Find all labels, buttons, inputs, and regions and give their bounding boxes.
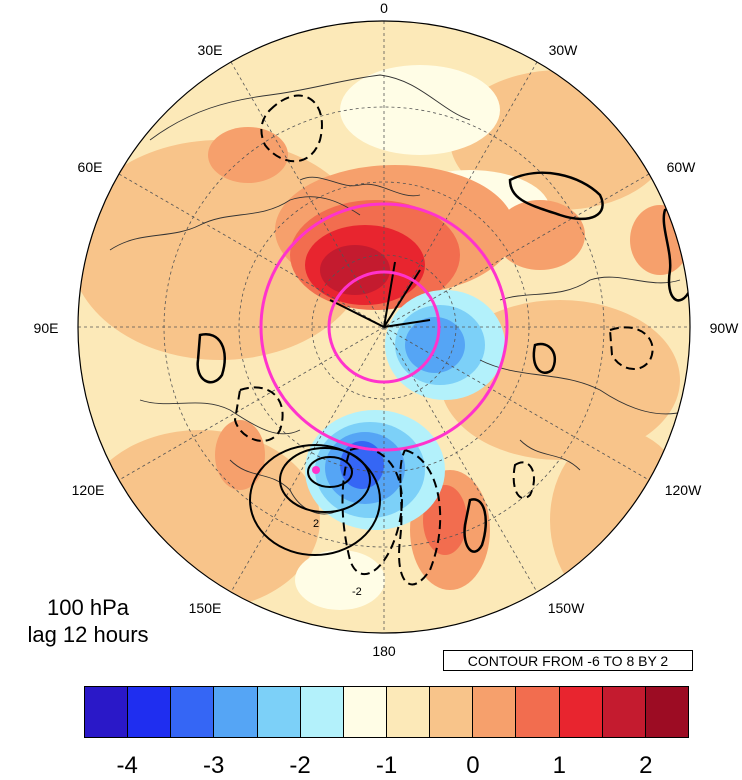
contour-negative: [233, 386, 284, 442]
colorbar-box: [343, 687, 387, 737]
colorbar-box: [645, 687, 688, 737]
contour-positive: [196, 332, 227, 384]
colorbar-tick-label: 1: [552, 752, 567, 779]
contour-negative: [512, 461, 535, 500]
lon-label-0: 0: [380, 0, 388, 16]
colorbar-box: [386, 687, 431, 737]
colorbar-box: [559, 687, 603, 737]
colorbar-box: [473, 687, 517, 737]
lon-label-120w: 120W: [664, 482, 702, 498]
contour-positive: [329, 261, 431, 328]
lon-label-90e: 90E: [33, 320, 59, 336]
colorbar-box: [85, 687, 129, 737]
colorbar-tick-label: 0: [466, 752, 480, 779]
location-marker: [312, 466, 320, 474]
colorbar-tick-label: -3: [202, 752, 225, 779]
contour-positive: [279, 447, 371, 513]
lon-label-90w: 90W: [709, 320, 739, 336]
colorbar-box: [171, 687, 215, 737]
colorbar-tick-label: -1: [375, 752, 398, 779]
contour-positive: [508, 171, 604, 221]
contour-negative: [260, 94, 323, 163]
colorbar-box: [214, 687, 258, 737]
polar-stereographic-map: 2 -2: [77, 20, 691, 634]
lag-title: lag 12 hours: [27, 622, 149, 647]
lon-label-30w: 30W: [548, 42, 578, 58]
contour-positive: [307, 456, 353, 488]
pressure-level-title: 100 hPa: [47, 595, 129, 620]
colorbar-box: [300, 687, 344, 737]
contour-negative: [341, 447, 403, 575]
coastlines: [109, 74, 690, 515]
lon-label-150w: 150W: [547, 600, 585, 616]
contour-info-box: CONTOUR FROM -6 TO 8 BY 2: [443, 650, 693, 671]
reference-circles: [259, 202, 509, 452]
map-border: [77, 20, 691, 634]
lon-label-60e: 60E: [77, 159, 103, 175]
colorbar-tick-label: -4: [116, 752, 138, 779]
contour-positive: [249, 444, 381, 556]
lon-label-60w: 60W: [666, 159, 696, 175]
contour-positive: [463, 498, 488, 553]
contour-negative: [608, 326, 654, 370]
colorbar-tick-label: 2: [639, 752, 653, 779]
contour-positive: [532, 342, 557, 374]
colorbar-tick-label: -2: [289, 752, 311, 779]
outer-reference-circle: [259, 202, 509, 452]
lon-label-30e: 30E: [197, 42, 223, 58]
contours: [196, 94, 690, 586]
inner-reference-circle: [327, 270, 441, 384]
lon-label-150e: 150E: [188, 600, 222, 616]
lon-label-120e: 120E: [71, 482, 105, 498]
colorbar-box: [128, 687, 172, 737]
contour-label-negative: -2: [352, 586, 362, 598]
colorbar-box: [257, 687, 301, 737]
colorbar-box: [602, 687, 646, 737]
contour-negative: [398, 448, 442, 586]
colorbar-box: [516, 687, 560, 737]
colorbar-box: [430, 687, 474, 737]
contour-label-positive: 2: [313, 518, 319, 530]
colorbar: [84, 686, 689, 738]
lon-label-180: 180: [372, 643, 396, 659]
